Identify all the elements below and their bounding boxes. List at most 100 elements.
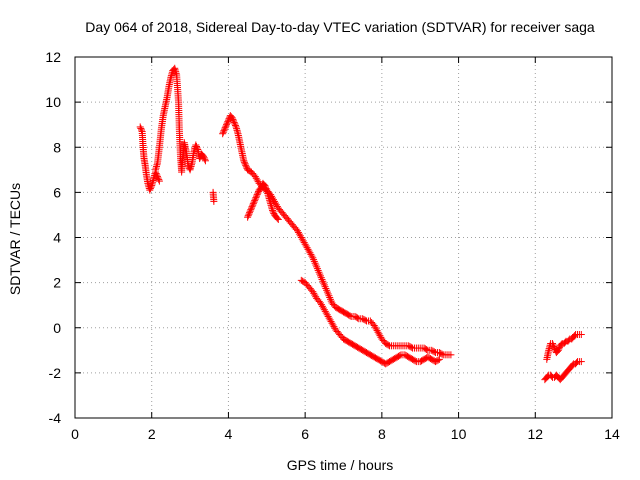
data-point bbox=[231, 121, 239, 129]
data-point bbox=[447, 351, 455, 359]
data-point bbox=[319, 277, 327, 285]
data-point bbox=[434, 356, 442, 364]
data-point bbox=[396, 352, 404, 360]
data-point bbox=[229, 115, 237, 123]
data-point bbox=[314, 266, 322, 274]
data-point bbox=[201, 157, 209, 165]
data-point bbox=[137, 126, 145, 134]
data-point bbox=[244, 212, 252, 220]
data-point bbox=[153, 171, 161, 179]
data-point bbox=[231, 120, 239, 128]
data-point bbox=[320, 279, 328, 287]
data-point bbox=[147, 183, 155, 191]
data-point bbox=[435, 355, 443, 363]
x-tick-label: 14 bbox=[604, 426, 620, 442]
data-point bbox=[224, 116, 232, 124]
y-tick-label: -2 bbox=[49, 365, 62, 381]
data-point bbox=[322, 284, 330, 292]
data-point bbox=[192, 141, 200, 149]
data-point bbox=[247, 206, 255, 214]
data-point bbox=[310, 256, 318, 264]
data-point bbox=[269, 206, 277, 214]
y-tick-label: 4 bbox=[53, 230, 61, 246]
data-layer bbox=[136, 64, 585, 384]
data-point bbox=[251, 195, 259, 203]
data-point bbox=[261, 182, 269, 190]
data-point bbox=[146, 185, 154, 193]
data-point bbox=[274, 215, 282, 223]
axis-layer: 0 2 4 6 8 10 12 14 -4 -2 0 2 4 6 8 10 12 bbox=[45, 49, 620, 442]
data-point bbox=[219, 128, 227, 136]
data-point bbox=[221, 124, 229, 132]
data-point bbox=[241, 160, 249, 168]
data-point bbox=[325, 292, 333, 300]
data-point bbox=[254, 189, 262, 197]
y-tick-label: 2 bbox=[53, 275, 61, 291]
data-point bbox=[230, 118, 238, 126]
data-point bbox=[199, 152, 207, 160]
data-point bbox=[219, 130, 227, 138]
data-point bbox=[146, 186, 154, 194]
data-point bbox=[438, 350, 446, 358]
data-point bbox=[220, 127, 228, 135]
data-point bbox=[324, 290, 332, 298]
data-point bbox=[318, 275, 326, 283]
data-point bbox=[561, 338, 569, 346]
data-point bbox=[253, 191, 261, 199]
data-point bbox=[308, 252, 316, 260]
data-point bbox=[193, 144, 201, 152]
data-point bbox=[557, 341, 565, 349]
data-point bbox=[247, 204, 255, 212]
data-point bbox=[192, 142, 200, 150]
x-tick-label: 2 bbox=[148, 426, 156, 442]
data-point bbox=[240, 157, 248, 165]
chart-title: Day 064 of 2018, Sidereal Day-to-day VTE… bbox=[85, 19, 595, 35]
y-tick-label: 12 bbox=[45, 49, 61, 65]
data-point bbox=[228, 114, 236, 122]
y-tick-label: 8 bbox=[53, 139, 61, 155]
y-axis-label: SDTVAR / TECUs bbox=[7, 183, 23, 295]
data-point bbox=[315, 268, 323, 276]
data-point bbox=[411, 357, 419, 365]
data-point bbox=[577, 331, 585, 339]
x-tick-label: 4 bbox=[225, 426, 233, 442]
data-point bbox=[313, 265, 321, 273]
data-point bbox=[246, 209, 254, 217]
data-point bbox=[221, 125, 229, 133]
x-tick-label: 10 bbox=[451, 426, 467, 442]
data-point bbox=[423, 346, 431, 354]
data-point bbox=[242, 163, 250, 171]
data-point bbox=[248, 203, 256, 211]
data-point bbox=[240, 158, 248, 166]
data-point bbox=[155, 176, 163, 184]
data-point bbox=[326, 294, 334, 302]
data-point bbox=[565, 336, 573, 344]
data-point bbox=[244, 213, 252, 221]
data-point bbox=[573, 359, 581, 367]
data-point bbox=[311, 259, 319, 267]
data-point bbox=[361, 316, 369, 324]
data-point bbox=[550, 343, 558, 351]
data-point bbox=[137, 124, 145, 132]
data-point bbox=[245, 210, 253, 218]
data-point bbox=[554, 346, 562, 354]
data-point bbox=[430, 348, 438, 356]
data-point bbox=[210, 197, 218, 205]
data-point bbox=[250, 198, 258, 206]
data-point bbox=[313, 263, 321, 271]
data-point bbox=[317, 274, 325, 282]
data-point bbox=[201, 155, 209, 163]
data-point bbox=[262, 183, 270, 191]
data-point bbox=[407, 343, 415, 351]
data-point bbox=[323, 286, 331, 294]
data-point bbox=[549, 341, 557, 349]
data-point bbox=[253, 192, 261, 200]
x-tick-label: 0 bbox=[71, 426, 79, 442]
data-point bbox=[323, 288, 331, 296]
y-tick-label: 6 bbox=[53, 184, 61, 200]
data-point bbox=[384, 341, 392, 349]
data-point bbox=[223, 119, 231, 127]
data-point bbox=[309, 254, 317, 262]
